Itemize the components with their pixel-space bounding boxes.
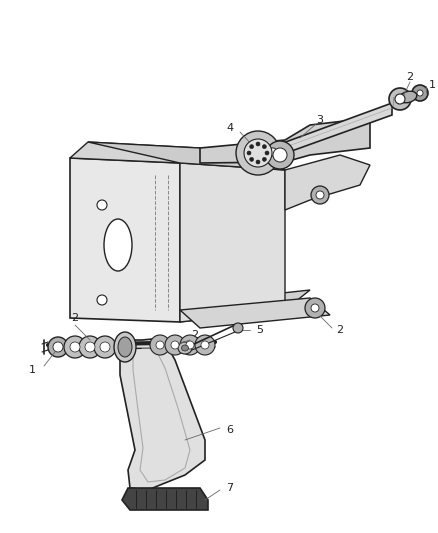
- Ellipse shape: [267, 148, 277, 156]
- Circle shape: [85, 342, 95, 352]
- Circle shape: [266, 141, 294, 169]
- Circle shape: [171, 341, 179, 349]
- Circle shape: [97, 295, 107, 305]
- Circle shape: [417, 90, 423, 96]
- Circle shape: [236, 131, 280, 175]
- Circle shape: [70, 342, 80, 352]
- Text: 5: 5: [257, 325, 264, 335]
- Circle shape: [262, 157, 266, 161]
- Ellipse shape: [178, 342, 192, 354]
- Circle shape: [165, 335, 185, 355]
- Text: 7: 7: [226, 483, 233, 493]
- Circle shape: [250, 144, 254, 149]
- Circle shape: [250, 157, 254, 161]
- Circle shape: [180, 335, 200, 355]
- Polygon shape: [200, 118, 370, 163]
- Circle shape: [247, 151, 251, 155]
- Circle shape: [64, 336, 86, 358]
- Circle shape: [48, 337, 68, 357]
- Circle shape: [395, 94, 405, 104]
- Circle shape: [244, 139, 272, 167]
- Circle shape: [256, 160, 260, 164]
- Circle shape: [53, 342, 63, 352]
- Text: 2: 2: [71, 313, 78, 323]
- Ellipse shape: [262, 145, 282, 159]
- Polygon shape: [122, 488, 208, 510]
- Circle shape: [262, 144, 266, 149]
- Circle shape: [311, 304, 319, 312]
- Text: 2: 2: [406, 72, 413, 82]
- Ellipse shape: [399, 91, 417, 103]
- Circle shape: [273, 148, 287, 162]
- Circle shape: [156, 341, 164, 349]
- Circle shape: [305, 298, 325, 318]
- Text: 6: 6: [226, 425, 233, 435]
- Circle shape: [201, 341, 209, 349]
- Ellipse shape: [104, 219, 132, 271]
- Polygon shape: [180, 163, 285, 322]
- Circle shape: [97, 200, 107, 210]
- Ellipse shape: [181, 345, 188, 351]
- Text: 1: 1: [28, 365, 35, 375]
- Text: 2: 2: [191, 330, 198, 340]
- Polygon shape: [120, 338, 205, 490]
- Polygon shape: [70, 142, 200, 163]
- Ellipse shape: [114, 332, 136, 362]
- Polygon shape: [88, 142, 285, 170]
- Circle shape: [389, 88, 411, 110]
- Circle shape: [316, 191, 324, 199]
- Ellipse shape: [118, 337, 132, 357]
- Polygon shape: [180, 298, 330, 328]
- Polygon shape: [285, 155, 370, 210]
- Circle shape: [195, 335, 215, 355]
- Polygon shape: [180, 290, 310, 322]
- Text: 1: 1: [428, 80, 435, 90]
- Circle shape: [79, 336, 101, 358]
- Text: 2: 2: [336, 325, 343, 335]
- Circle shape: [265, 151, 269, 155]
- Circle shape: [100, 342, 110, 352]
- Circle shape: [311, 186, 329, 204]
- Circle shape: [233, 323, 243, 333]
- Circle shape: [94, 336, 116, 358]
- Circle shape: [412, 85, 428, 101]
- Polygon shape: [70, 158, 180, 322]
- Text: 3: 3: [317, 115, 324, 125]
- Circle shape: [150, 335, 170, 355]
- Circle shape: [186, 341, 194, 349]
- Text: 4: 4: [226, 123, 233, 133]
- Circle shape: [256, 142, 260, 146]
- Polygon shape: [272, 103, 392, 158]
